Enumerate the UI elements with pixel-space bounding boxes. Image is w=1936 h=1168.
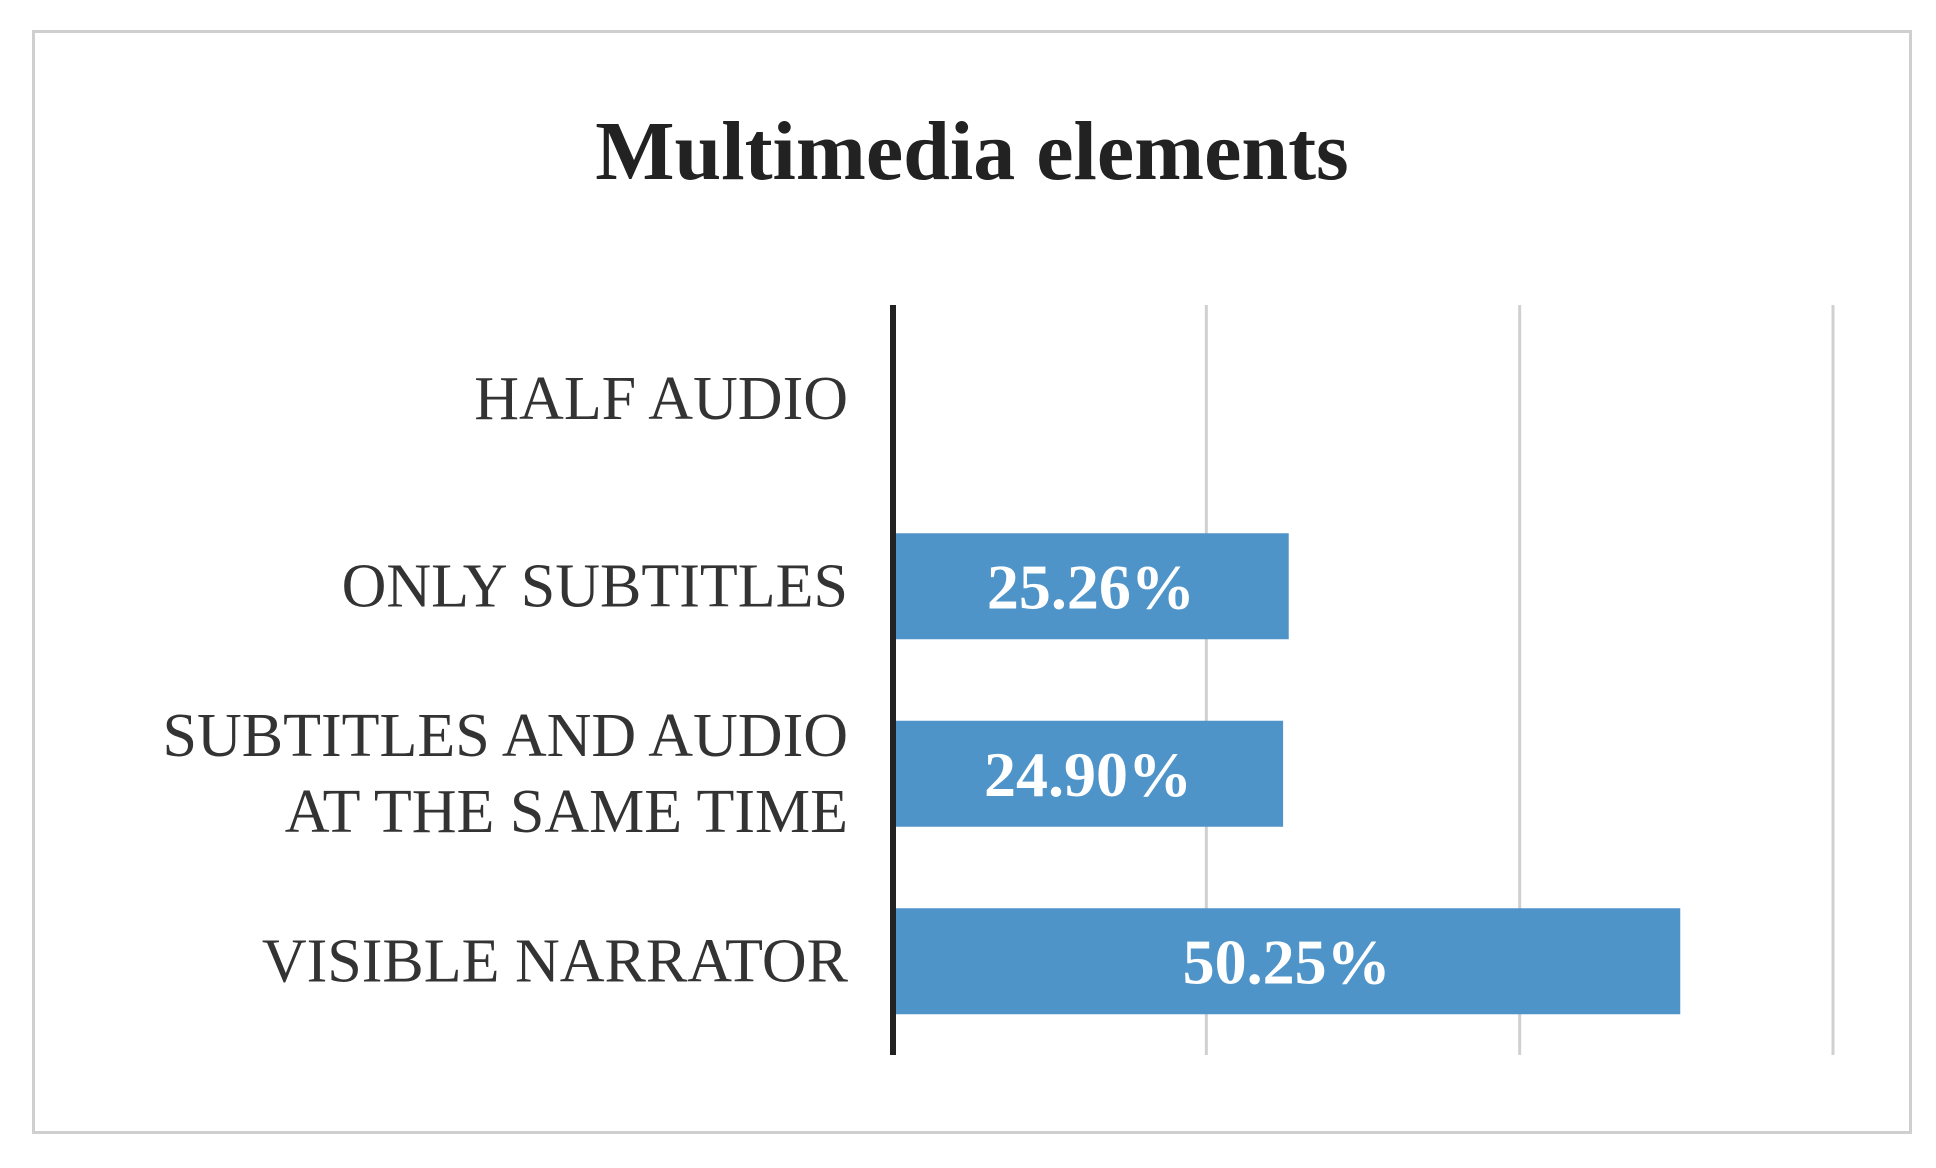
- bar: [893, 533, 1289, 640]
- category-label: AT THE SAME TIME: [285, 778, 848, 846]
- bar: [893, 908, 1681, 1015]
- chart-frame: Multimedia elements HALF AUDIO 25.26% ONLY…: [32, 30, 1912, 1134]
- labels: HALF AUDIO 25.26% ONLY SUBTITLES 24.90% SUBT…: [163, 365, 1391, 998]
- data-label: 24.90%: [984, 739, 1192, 810]
- bar: [893, 720, 1284, 827]
- bars: [893, 533, 1681, 1015]
- data-label: 25.26%: [987, 551, 1195, 622]
- category-label: VISIBLE NARRATOR: [262, 927, 849, 995]
- bar-chart: HALF AUDIO 25.26% ONLY SUBTITLES 24.90% SUBT…: [163, 305, 1835, 1055]
- category-label: HALF AUDIO: [474, 365, 848, 433]
- chart-title: Multimedia elements: [595, 105, 1349, 198]
- category-label: SUBTITLES AND AUDIO: [163, 702, 848, 770]
- category-label: ONLY SUBTITLES: [342, 552, 848, 620]
- data-label: 50.25%: [1183, 926, 1391, 997]
